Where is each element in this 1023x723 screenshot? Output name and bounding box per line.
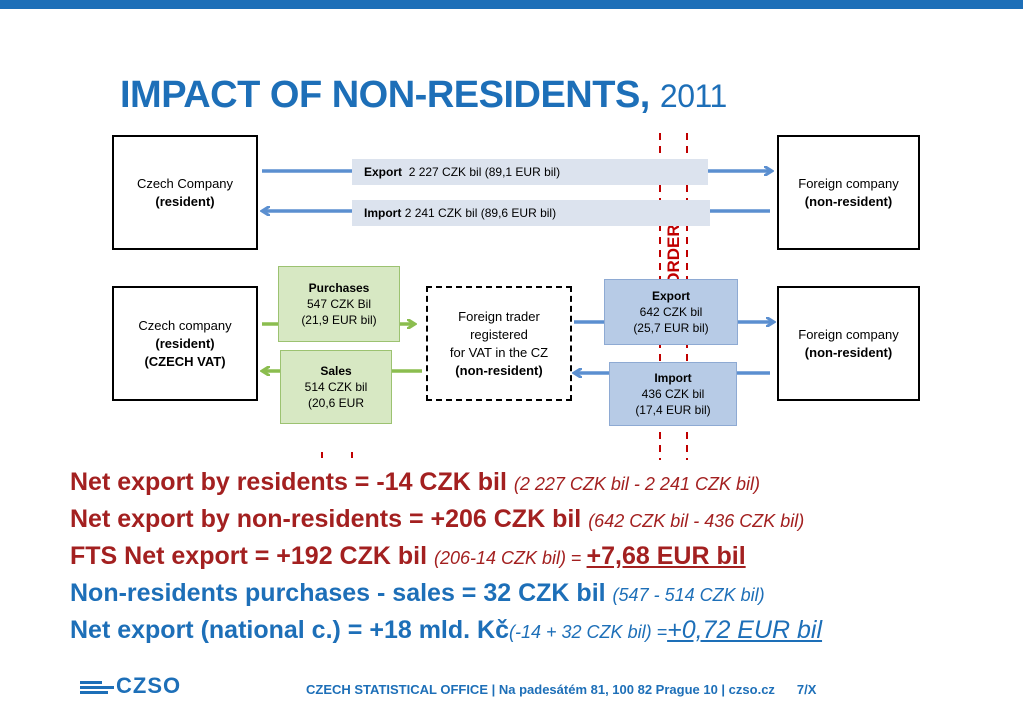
title-year: 2011 (659, 78, 727, 114)
statement-main: Non-residents purchases - sales = 32 CZK… (70, 579, 613, 607)
import-bottom-label: Import (654, 371, 692, 385)
czech-company-resident-box: Czech Company (resident) (112, 135, 258, 250)
box-line: Foreign company (798, 175, 899, 191)
box-line: (non-resident) (804, 193, 893, 209)
foreign-trader-box: Foreign trader registered for VAT in the… (426, 286, 572, 401)
statement-note: (206-14 CZK bil) (433, 548, 567, 568)
import-label: Import (364, 206, 402, 220)
export-label: Export (364, 165, 403, 179)
statement-net-export-residents: Net export by residents = -14 CZK bil (2… (70, 465, 1010, 502)
purchases-box: Purchases 547 CZK Bil (21,9 EUR bil) (278, 266, 400, 342)
import-bottom-box: Import 436 CZK bil (17,4 EUR bil) (609, 362, 737, 426)
czso-logo[interactable]: CZSO (80, 673, 181, 699)
import-flow-label: Import 2 241 CZK bil (89,6 EUR bil) (352, 200, 710, 226)
czech-company-vat-box: Czech company (resident) (CZECH VAT) (112, 286, 258, 401)
sales-value2: (20,6 EUR (307, 396, 365, 410)
statement-fts-net-export: FTS Net export = +192 CZK bil (206-14 CZ… (70, 539, 1010, 576)
box-line: (resident) (155, 335, 215, 351)
statement-main: Net export (national c.) = +18 mld. Kč (70, 616, 510, 644)
import-bottom-value1: 436 CZK bil (641, 387, 705, 401)
box-line: Czech company (138, 317, 232, 333)
export-bottom-value2: (25,7 EUR bil) (633, 321, 709, 335)
statement-main: FTS Net export = +192 CZK bil (70, 542, 434, 570)
logo-text: CZSO (116, 673, 182, 698)
statement-note: (-14 + 32 CZK bil) (509, 622, 652, 642)
title-main: IMPACT OF NON-RESIDENTS, (120, 74, 650, 116)
statement-note: (2 227 CZK bil - 2 241 CZK bil) (513, 474, 760, 494)
box-line: Foreign company (798, 326, 899, 342)
statement-eq: = (651, 622, 668, 642)
footer: CZECH STATISTICAL OFFICE | Na padesátém … (306, 682, 816, 697)
statement-note: (642 CZK bil - 436 CZK bil) (588, 511, 805, 531)
statement-net-export-national: Net export (national c.) = +18 mld. Kč(-… (70, 613, 1010, 650)
box-line: registered (470, 326, 528, 342)
box-line: (non-resident) (455, 362, 543, 378)
page-number: 7/X (796, 682, 817, 697)
export-flow-label: Export 2 227 CZK bil (89,1 EUR bil) (352, 159, 708, 185)
import-bottom-value2: (17,4 EUR bil) (635, 403, 711, 417)
sales-value1: 514 CZK bil (304, 380, 368, 394)
import-value: 2 241 CZK bil (89,6 EUR bil) (404, 206, 557, 220)
purchases-value1: 547 CZK Bil (306, 297, 372, 311)
box-line: (CZECH VAT) (144, 353, 226, 369)
export-value: 2 227 CZK bil (89,1 EUR bil) (408, 165, 561, 179)
logo-bars-icon (80, 680, 114, 695)
box-line: for VAT in the CZ (449, 344, 549, 360)
purchases-label: Purchases (308, 281, 370, 295)
statement-purchases-sales: Non-residents purchases - sales = 32 CZK… (70, 576, 1010, 613)
footer-text: CZECH STATISTICAL OFFICE | Na padesátém … (306, 682, 775, 697)
box-line: Foreign trader (458, 308, 540, 324)
statement-eq: = (566, 548, 587, 568)
box-line: Czech Company (136, 175, 234, 191)
top-accent-bar (0, 0, 1023, 9)
statement-main: Net export by residents = -14 CZK bil (70, 468, 514, 496)
export-bottom-value1: 642 CZK bil (639, 305, 703, 319)
statements: Net export by residents = -14 CZK bil (2… (70, 465, 1010, 650)
statement-result: +0,72 EUR bil (667, 616, 823, 644)
statement-result: +7,68 EUR bil (586, 542, 746, 570)
box-line: (resident) (155, 193, 215, 209)
foreign-company-top-box: Foreign company (non-resident) (777, 135, 920, 250)
statement-net-export-nonresidents: Net export by non-residents = +206 CZK b… (70, 502, 1010, 539)
box-line: (non-resident) (804, 344, 893, 360)
export-bottom-label: Export (651, 289, 690, 303)
page-title: IMPACT OF NON-RESIDENTS, 2011 (120, 74, 727, 117)
statement-note: (547 - 514 CZK bil) (612, 585, 765, 605)
sales-box: Sales 514 CZK bil (20,6 EUR (280, 350, 392, 424)
foreign-company-bottom-box: Foreign company (non-resident) (777, 286, 920, 401)
statement-main: Net export by non-residents = +206 CZK b… (70, 505, 589, 533)
sales-label: Sales (320, 364, 352, 378)
purchases-value2: (21,9 EUR bil) (301, 313, 377, 327)
export-bottom-box: Export 642 CZK bil (25,7 EUR bil) (604, 279, 738, 345)
